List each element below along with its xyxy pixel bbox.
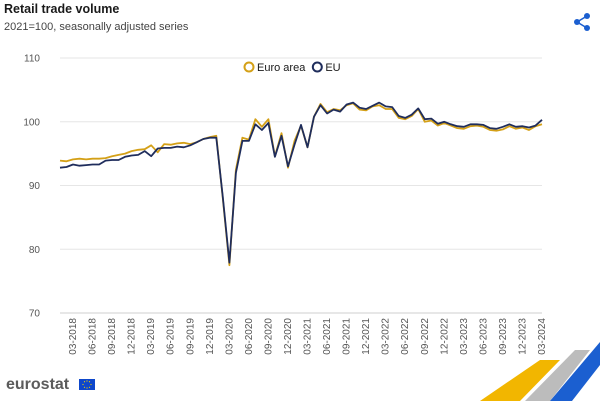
x-tick-label: 12-2022 (439, 318, 450, 355)
legend: Euro area EU (243, 61, 341, 74)
eurostat-logo: eurostat (6, 376, 70, 393)
legend-marker (311, 61, 323, 73)
eu-flag-icon (79, 379, 95, 390)
x-tick-label: 09-2021 (342, 318, 353, 355)
x-tick-label: 03-2022 (381, 318, 392, 355)
x-tick-label: 06-2022 (400, 318, 411, 355)
x-tick-label: 06-2021 (322, 318, 333, 355)
x-tick-label: 12-2019 (205, 318, 216, 355)
y-tick-label: 90 (29, 181, 41, 192)
x-tick-label: 03-2018 (68, 318, 79, 355)
x-tick-label: 06-2023 (478, 318, 489, 355)
share-icon[interactable] (572, 12, 592, 32)
legend-label[interactable]: Euro area (257, 62, 306, 74)
decorative-stripes (480, 342, 600, 401)
y-tick-label: 70 (29, 309, 41, 320)
x-tick-label: 06-2019 (166, 318, 177, 355)
y-axis-ticks: 70 80 90 100 110 (23, 54, 40, 320)
x-tick-label: 09-2018 (107, 318, 118, 355)
x-tick-label: 09-2019 (185, 318, 196, 355)
x-tick-label: 03-2020 (224, 318, 235, 355)
x-tick-label: 03-2021 (303, 318, 314, 355)
x-tick-label: 12-2018 (127, 318, 138, 355)
y-tick-label: 100 (23, 117, 40, 128)
x-tick-label: 03-2019 (146, 318, 157, 355)
x-tick-label: 09-2020 (263, 318, 274, 355)
x-tick-label: 12-2021 (361, 318, 372, 355)
series-line-1[interactable] (59, 101, 543, 264)
y-tick-label: 80 (29, 245, 41, 256)
legend-marker (243, 61, 255, 73)
x-tick-label: 06-2018 (88, 318, 99, 355)
x-tick-label: 06-2020 (244, 318, 255, 355)
y-tick-label: 110 (24, 54, 40, 65)
x-tick-label: 09-2023 (498, 318, 509, 355)
x-tick-label: 12-2020 (283, 318, 294, 355)
chart-subtitle: 2021=100, seasonally adjusted series (4, 21, 189, 33)
series-lines (59, 101, 543, 267)
x-tick-label: 03-2024 (537, 318, 548, 355)
grid-lines (60, 57, 542, 314)
legend-label[interactable]: EU (325, 62, 340, 74)
chart-title: Retail trade volume (4, 2, 120, 16)
line-chart: 70 80 90 100 110 03-2018 06-2018 09-2018 12-201… (23, 54, 548, 355)
x-tick-label: 03-2023 (459, 318, 470, 355)
x-tick-label: 12-2023 (517, 318, 528, 355)
x-axis-ticks: 03-2018 06-2018 09-2018 12-2018 03-2019 06-20… (68, 318, 548, 355)
x-tick-label: 09-2022 (420, 318, 431, 355)
